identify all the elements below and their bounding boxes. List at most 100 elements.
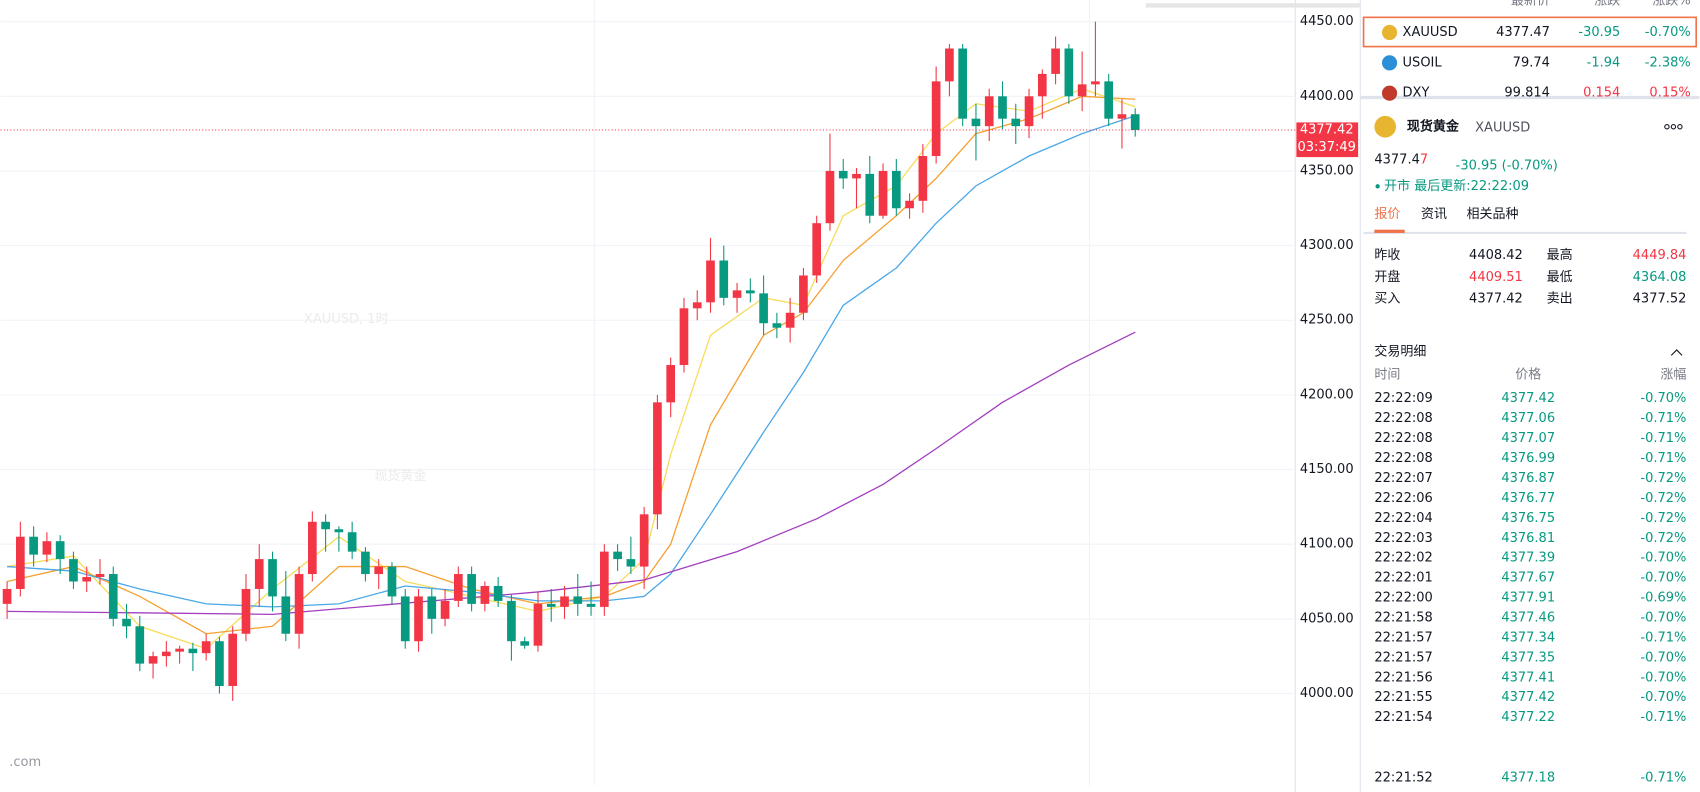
candle-body [958,48,968,119]
candle-body [666,365,676,403]
candle-body [945,48,954,82]
trade-cell: 4377.42 [1501,391,1555,406]
trade-cell: -0.71% [1640,451,1686,466]
more-dot[interactable] [1664,124,1670,130]
tab[interactable]: 报价 [1374,207,1400,222]
candle-body [308,521,317,575]
candle-body [374,566,384,575]
watch-symbol[interactable]: DXY [1403,86,1430,101]
candle-body [626,559,636,567]
trade-cell: 22:21:57 [1374,630,1432,645]
stat-value: 4364.08 [1633,270,1687,285]
candle-body [454,574,463,601]
trade-cell: 4377.18 [1501,770,1555,785]
trades-header: 价格 [1515,366,1541,382]
trade-cell: -0.71% [1640,411,1686,426]
candle-body [599,551,609,607]
scroll-bar [1145,3,1361,8]
candle-body [1064,48,1074,97]
candle-body [653,402,662,515]
trade-cell: -0.72% [1640,531,1686,546]
trade-cell: 4376.81 [1501,531,1555,546]
candle-body [281,596,291,634]
watch-price: 4377.47 [1496,25,1550,40]
stat-label: 昨收 [1374,248,1400,263]
stat-value: 4408.42 [1469,248,1523,263]
stat-value: 4409.51 [1469,270,1523,285]
watch-change: -30.95 [1578,25,1620,40]
trade-cell: 4377.35 [1501,650,1555,665]
stat-label: 开盘 [1374,269,1400,285]
trade-cell: 22:22:02 [1374,551,1432,566]
watch-header: 最新价 [1511,0,1550,9]
candle-body [334,529,344,533]
more-dot[interactable] [1670,124,1677,130]
trade-cell: 22:21:56 [1374,670,1432,685]
candle-body [467,574,476,604]
trade-cell: -0.71% [1640,630,1686,645]
more-dot[interactable] [1677,124,1683,130]
collapse-caret[interactable] [1670,349,1683,356]
tab[interactable]: 相关品种 [1466,207,1518,222]
candle-body [878,170,888,216]
watch-header: 涨跌% [1652,0,1690,9]
last-price-box [1296,122,1359,158]
candle-body [480,585,490,604]
trade-cell: 4377.42 [1501,690,1555,705]
y-tick-label: 4400.00 [1300,89,1354,104]
trade-cell: -0.72% [1640,491,1686,506]
trade-cell: -0.70% [1640,551,1686,566]
moving-average [6,95,1136,635]
candle-body [1130,114,1140,131]
detail-name: 现货黄金 [1407,118,1460,134]
watch-change: 0.154 [1583,86,1620,101]
selected-row [1362,16,1697,48]
candle-body [347,532,357,552]
candle-body [1051,48,1060,74]
candle-body [427,596,437,619]
moving-average [7,331,1136,615]
y-tick-label: 4100.00 [1300,537,1354,552]
tab[interactable]: 资讯 [1421,207,1447,222]
stat-value: 4377.42 [1469,292,1523,307]
watch-symbol[interactable]: XAUUSD [1403,25,1458,40]
candle-body [825,170,835,224]
y-tick-label: 4250.00 [1300,313,1354,328]
candle-body [387,566,397,597]
trades-header: 时间 [1374,367,1400,382]
watch-change: -1.94 [1587,55,1621,70]
candle-body [533,603,543,646]
candle-body [679,308,689,366]
trade-cell: -0.70% [1640,610,1686,625]
trade-cell: -0.70% [1640,670,1686,685]
candle-body [201,641,211,654]
price-tail: 7 [1420,152,1428,167]
candle-body [692,302,702,309]
candle-body [414,596,423,642]
watch-symbol[interactable]: USOIL [1403,55,1443,70]
trade-cell: 22:21:57 [1374,650,1432,665]
trade-cell: 22:22:08 [1374,451,1432,466]
candle-body [745,290,755,294]
candle-body [1011,118,1021,127]
trade-cell: 4376.99 [1501,451,1555,466]
watch-pct: -2.38% [1645,55,1691,70]
stat-value: 4449.84 [1633,248,1687,263]
symbol-icon [1381,85,1398,101]
candle-body [772,323,782,328]
candle-body [838,170,848,179]
watch-price: 79.74 [1513,55,1550,70]
trade-cell: -0.70% [1640,650,1686,665]
candle-body [228,633,238,687]
trade-cell: 4376.87 [1501,471,1555,486]
trade-cell: 22:21:55 [1374,690,1432,705]
candle-body [188,648,198,654]
watermark-name: 现货黄金 [374,468,426,484]
y-tick-label: 4000.00 [1300,686,1354,701]
trade-cell: 4377.46 [1501,610,1555,625]
candle-body [1024,96,1034,127]
candle-body [520,641,530,646]
stat-label: 卖出 [1547,292,1573,307]
trade-cell: 22:21:52 [1374,770,1432,785]
